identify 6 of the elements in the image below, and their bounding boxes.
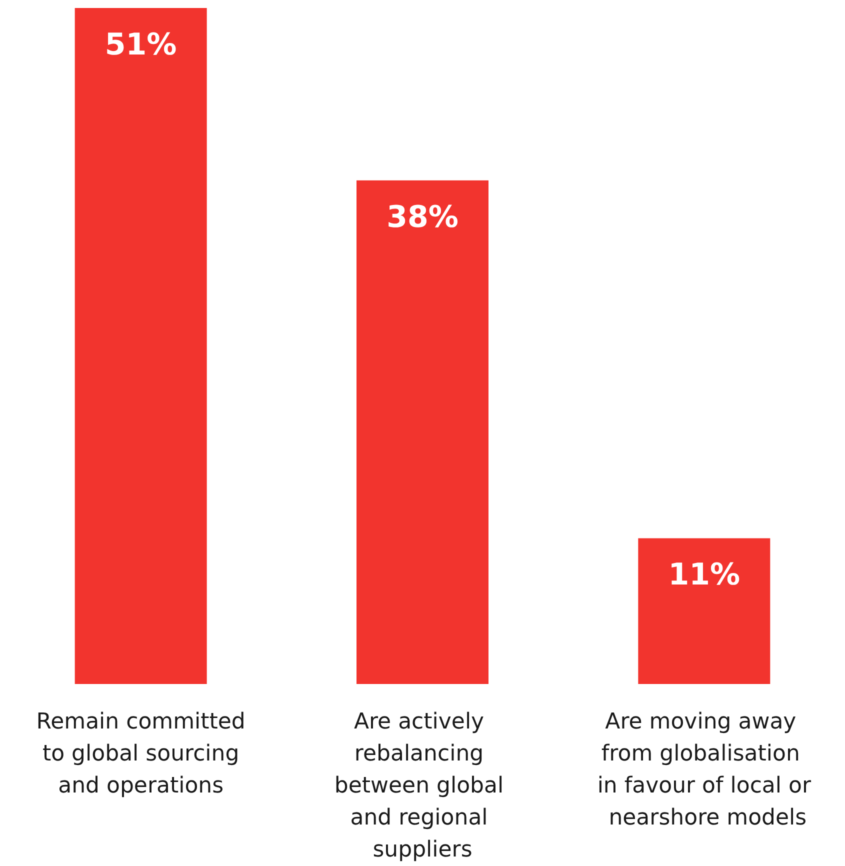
data-label: 11% xyxy=(668,558,740,593)
x-tick-label: Remain committed to global sourcing and operations xyxy=(35,710,246,798)
x-tick-label: Are actively rebalancing between global and regional suppliers xyxy=(334,710,511,862)
data-label: 38% xyxy=(386,200,458,235)
x-tick-label: Are moving away from globalisation in favour of local or nearshore models xyxy=(597,710,812,830)
data-label: 51% xyxy=(104,28,177,62)
